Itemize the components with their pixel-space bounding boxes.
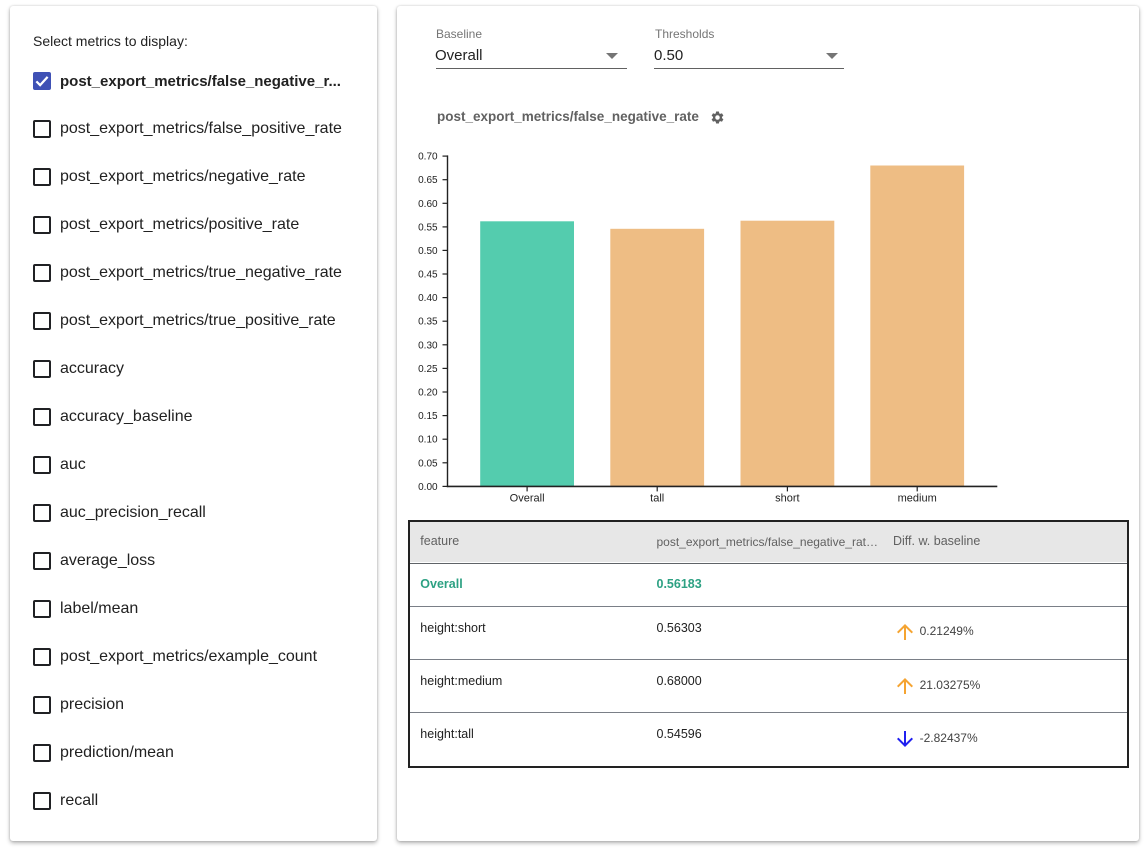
svg-text:medium: medium xyxy=(898,493,937,505)
svg-text:0.00: 0.00 xyxy=(418,482,438,493)
svg-text:0.15: 0.15 xyxy=(418,411,438,422)
svg-text:0.60: 0.60 xyxy=(418,199,438,210)
svg-text:0.40: 0.40 xyxy=(418,293,438,304)
svg-text:0.70: 0.70 xyxy=(418,152,438,163)
svg-text:0.45: 0.45 xyxy=(418,270,438,281)
svg-text:0.10: 0.10 xyxy=(418,435,438,446)
svg-text:0.05: 0.05 xyxy=(418,458,438,469)
svg-text:0.20: 0.20 xyxy=(418,388,438,399)
svg-text:0.30: 0.30 xyxy=(418,340,438,351)
svg-text:Overall: Overall xyxy=(510,493,545,505)
svg-text:0.25: 0.25 xyxy=(418,364,438,375)
svg-text:0.55: 0.55 xyxy=(418,222,438,233)
svg-text:0.65: 0.65 xyxy=(418,175,438,186)
svg-text:0.35: 0.35 xyxy=(418,317,438,328)
svg-text:short: short xyxy=(775,493,799,505)
svg-text:0.50: 0.50 xyxy=(418,246,438,257)
svg-text:tall: tall xyxy=(650,493,664,505)
